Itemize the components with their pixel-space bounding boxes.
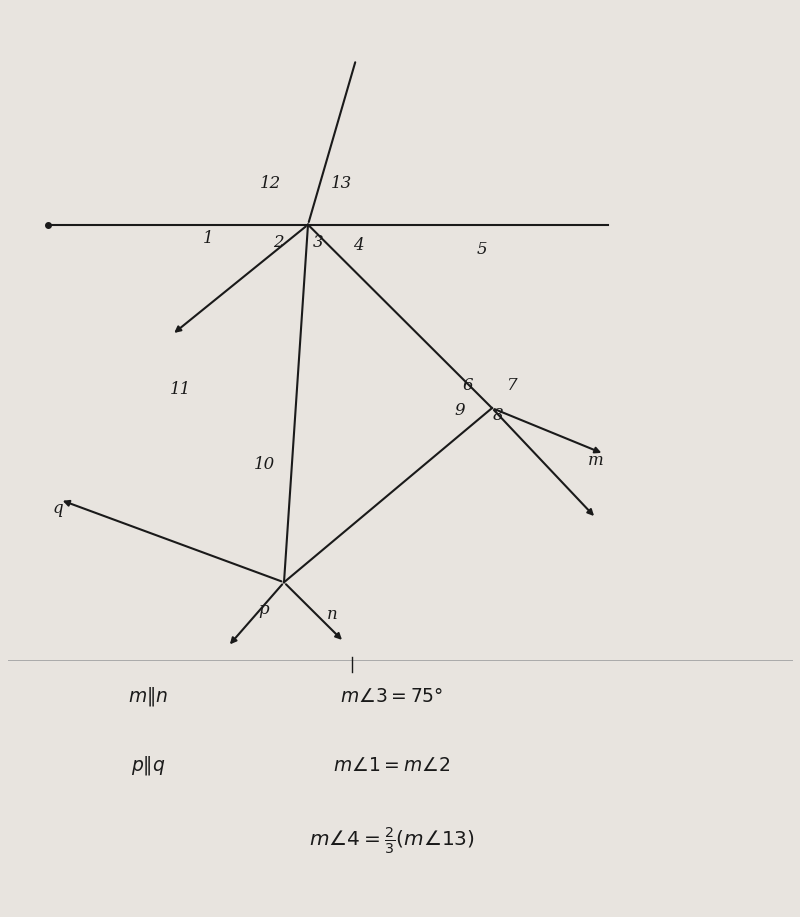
Text: n: n (326, 606, 338, 623)
Text: $p \| q$: $p \| q$ (130, 754, 166, 778)
Text: $m\angle 1 = m\angle 2$: $m\angle 1 = m\angle 2$ (334, 757, 450, 775)
Text: 8: 8 (492, 407, 503, 424)
Text: 5: 5 (476, 241, 487, 258)
Text: 10: 10 (254, 457, 274, 473)
Text: m: m (588, 452, 604, 469)
Text: $m\angle 3 = 75°$: $m\angle 3 = 75°$ (340, 688, 444, 706)
Text: 12: 12 (260, 175, 281, 192)
Text: 4: 4 (353, 238, 364, 254)
Text: 6: 6 (462, 377, 474, 393)
Text: 9: 9 (454, 403, 466, 419)
Text: 11: 11 (170, 381, 190, 398)
Text: p: p (258, 602, 270, 618)
Text: 3: 3 (313, 234, 324, 250)
Text: $m \| n$: $m \| n$ (128, 685, 168, 709)
Text: $m\angle 4 = \frac{2}{3}(m\angle 13)$: $m\angle 4 = \frac{2}{3}(m\angle 13)$ (309, 825, 475, 856)
Text: q: q (52, 501, 63, 517)
Text: 7: 7 (506, 377, 518, 393)
Text: 13: 13 (331, 175, 352, 192)
Text: 2: 2 (273, 234, 284, 250)
Text: 1: 1 (202, 230, 214, 247)
